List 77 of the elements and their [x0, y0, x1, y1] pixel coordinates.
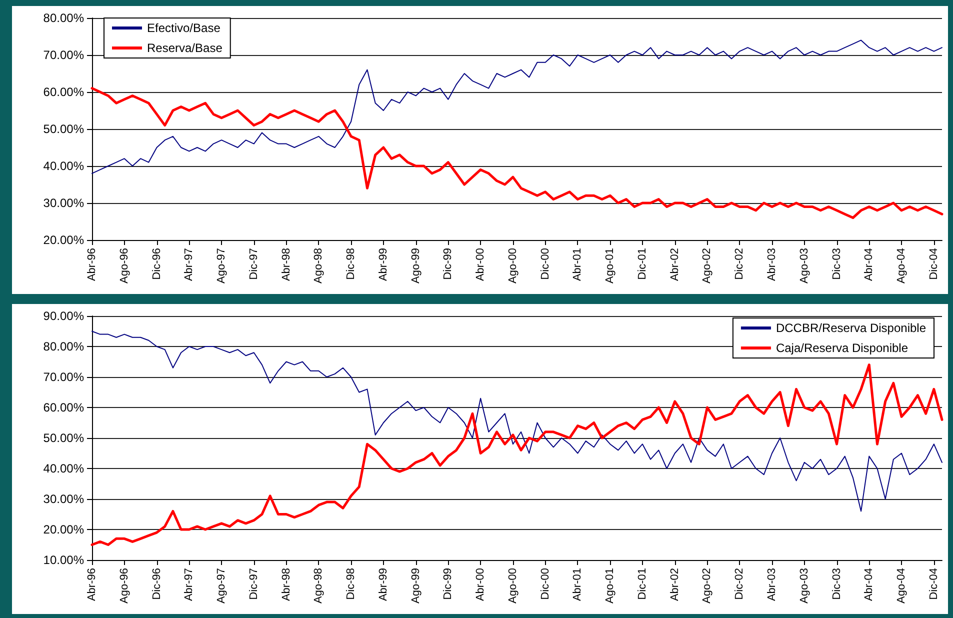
x-tick-label: Dic-02: [734, 568, 746, 600]
x-tick-label: Dic-97: [248, 248, 260, 280]
x-tick-label: Ago-98: [312, 248, 325, 284]
x-tick-label: Abr-99: [377, 568, 390, 602]
x-tick-label: Abr-98: [280, 248, 292, 282]
y-tick-label: 30.00%: [43, 492, 84, 506]
y-tick-label: 20.00%: [43, 522, 84, 536]
line-series: [90, 87, 944, 220]
x-tick-label: Ago-96: [118, 568, 130, 604]
x-tick-label: Dic-03: [830, 248, 843, 280]
x-tick-label: Ago-02: [701, 568, 714, 604]
x-tick-label: Abr-96: [86, 568, 98, 602]
x-tick-label: Abr-97: [183, 568, 196, 602]
x-tick-label: Dic-98: [345, 248, 358, 280]
x-tick-label: Abr-02: [668, 248, 681, 282]
x-tick-label: Ago-03: [798, 568, 810, 604]
x-tick-label: Ago-97: [216, 568, 228, 604]
x-tick-label: Abr-00: [474, 248, 487, 282]
x-tick-label: Dic-98: [345, 568, 358, 600]
x-tick-label: Abr-03: [766, 248, 778, 282]
x-tick-label: Abr-99: [377, 248, 390, 282]
x-tick-label: Ago-00: [506, 568, 519, 604]
y-tick-label: 80.00%: [43, 340, 84, 354]
y-tick-label: 60.00%: [43, 400, 84, 414]
y-tick-label: 50.00%: [43, 122, 84, 136]
y-tick-label: 40.00%: [43, 462, 84, 476]
x-tick-label: Abr-00: [474, 568, 487, 602]
x-tick-label: Abr-04: [863, 248, 876, 282]
x-tick-label: Ago-01: [604, 568, 616, 604]
x-tick-label: Abr-97: [183, 248, 196, 282]
x-tick-label: Dic-04: [928, 568, 940, 600]
x-tick-label: Ago-99: [410, 568, 422, 604]
x-tick-label: Dic-99: [442, 568, 454, 600]
legend-label: Efectivo/Base: [147, 21, 221, 35]
x-tick-label: Abr-96: [86, 248, 98, 282]
y-tick-label: 70.00%: [43, 370, 84, 384]
y-tick-label: 80.00%: [43, 11, 84, 25]
x-tick-label: Dic-03: [830, 568, 843, 600]
x-tick-label: Dic-02: [734, 248, 746, 280]
x-tick-label: Abr-02: [668, 568, 681, 602]
x-tick-label: Ago-04: [896, 248, 908, 284]
x-tick-label: Dic-04: [928, 248, 940, 280]
line-series: [92, 40, 942, 174]
legend-label: DCCBR/Reserva Disponible: [776, 321, 926, 335]
x-tick-label: Abr-98: [280, 568, 292, 602]
x-tick-label: Ago-00: [506, 248, 519, 284]
line-series: [90, 364, 944, 546]
y-tick-label: 70.00%: [43, 48, 84, 62]
y-tick-label: 90.00%: [43, 309, 84, 323]
x-tick-label: Dic-00: [539, 568, 552, 600]
x-tick-label: Ago-03: [798, 248, 810, 284]
x-tick-label: Ago-02: [701, 248, 714, 284]
x-tick-label: Dic-01: [636, 248, 648, 280]
x-tick-label: Ago-96: [118, 248, 130, 284]
x-tick-label: Abr-01: [572, 568, 584, 602]
x-tick-label: Dic-96: [150, 248, 163, 280]
x-tick-label: Abr-04: [863, 568, 876, 602]
x-tick-label: Dic-97: [248, 568, 260, 600]
x-tick-label: Ago-98: [312, 568, 325, 604]
x-tick-label: Ago-04: [896, 568, 908, 604]
x-tick-label: Dic-96: [150, 568, 163, 600]
x-tick-label: Abr-01: [572, 248, 584, 282]
legend-label: Caja/Reserva Disponible: [776, 341, 908, 355]
x-tick-label: Dic-01: [636, 568, 648, 600]
x-tick-label: Abr-03: [766, 568, 778, 602]
y-tick-label: 50.00%: [43, 431, 84, 445]
x-tick-label: Ago-97: [216, 248, 228, 284]
y-tick-label: 20.00%: [43, 233, 84, 247]
legend-label: Reserva/Base: [147, 41, 223, 55]
x-tick-label: Ago-99: [410, 248, 422, 284]
y-tick-label: 60.00%: [43, 85, 84, 99]
x-tick-label: Dic-99: [442, 248, 454, 280]
x-tick-label: Dic-00: [539, 248, 552, 280]
y-tick-label: 10.00%: [43, 553, 84, 567]
y-tick-label: 40.00%: [43, 159, 84, 173]
x-tick-label: Ago-01: [604, 248, 616, 284]
y-tick-label: 30.00%: [43, 196, 84, 210]
